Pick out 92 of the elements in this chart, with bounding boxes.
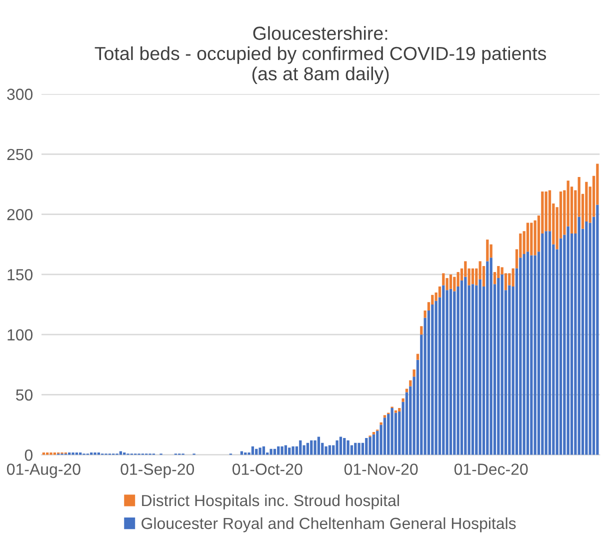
bar xyxy=(416,354,420,360)
bar xyxy=(526,222,530,252)
y-tick-label: 300 xyxy=(7,88,33,100)
y-tick-label: 250 xyxy=(7,148,33,160)
bar xyxy=(519,258,522,455)
bar xyxy=(270,448,272,455)
bar xyxy=(299,440,302,455)
legend-label: Gloucester Royal and Cheltenham General Hospitals xyxy=(142,517,516,532)
bar xyxy=(50,452,52,455)
bar xyxy=(486,261,489,455)
bar xyxy=(471,268,474,284)
bar xyxy=(336,440,338,455)
bar xyxy=(354,442,357,455)
y-tick-label: 0 xyxy=(24,449,33,461)
bar xyxy=(431,304,434,455)
bar xyxy=(328,445,332,455)
bar xyxy=(288,448,291,455)
bar xyxy=(424,310,426,318)
bar xyxy=(240,451,244,455)
bar xyxy=(534,255,536,455)
y-tick-label: 50 xyxy=(16,389,33,401)
bar xyxy=(420,326,423,335)
bar xyxy=(585,222,588,455)
bar xyxy=(512,268,514,286)
bar xyxy=(358,442,360,455)
bar xyxy=(522,254,526,455)
legend-label: District Hospitals inc. Stroud hospital xyxy=(142,494,399,510)
bar xyxy=(530,222,533,256)
bar xyxy=(343,438,346,455)
bar xyxy=(464,276,467,455)
bar xyxy=(368,436,372,455)
bar xyxy=(292,446,294,455)
bar xyxy=(490,258,492,455)
y-tick-label: 150 xyxy=(8,269,33,280)
bar xyxy=(380,422,382,425)
bar xyxy=(478,279,482,455)
bar xyxy=(548,231,552,455)
bar xyxy=(383,418,386,455)
bar xyxy=(390,408,394,455)
bar xyxy=(402,398,404,402)
bar xyxy=(314,440,316,455)
bar xyxy=(559,238,562,455)
bar xyxy=(442,285,445,455)
bar xyxy=(409,380,412,386)
bar xyxy=(394,410,398,413)
bar xyxy=(339,436,342,455)
bar xyxy=(596,204,599,455)
bar xyxy=(72,452,74,455)
x-tick-label: 01-Dec-20 xyxy=(454,464,528,475)
bar xyxy=(119,451,122,455)
x-tick-label: 01-Oct-20 xyxy=(232,464,302,475)
bar xyxy=(94,452,96,455)
bar xyxy=(578,216,580,455)
bar xyxy=(508,285,511,455)
bar xyxy=(284,445,288,455)
bar xyxy=(497,278,500,455)
bar xyxy=(324,446,328,455)
x-tick-label: 01-Aug-20 xyxy=(7,464,80,478)
y-tick-label: 200 xyxy=(7,208,33,220)
bar xyxy=(405,388,408,392)
bar xyxy=(500,274,504,455)
bar xyxy=(449,274,452,289)
bar xyxy=(372,434,376,455)
bar xyxy=(310,440,313,455)
bar xyxy=(365,438,368,455)
bar xyxy=(306,442,310,455)
bar xyxy=(262,446,266,455)
bar xyxy=(471,284,474,455)
bar xyxy=(449,288,452,455)
bar xyxy=(566,226,570,455)
bar xyxy=(486,240,489,262)
bar xyxy=(398,408,401,412)
bar xyxy=(346,440,350,455)
bar xyxy=(412,369,416,377)
y-tick-label: 100 xyxy=(8,329,33,341)
bar xyxy=(460,280,464,455)
bar xyxy=(317,436,320,455)
bar xyxy=(280,446,284,455)
x-tick-label: 01-Sep-20 xyxy=(120,464,194,478)
bar xyxy=(438,286,442,298)
bar xyxy=(434,300,438,455)
bar xyxy=(277,446,280,455)
x-tick-label: 01-Nov-20 xyxy=(344,464,418,475)
bar xyxy=(526,252,530,455)
bar xyxy=(541,234,544,455)
bar xyxy=(383,415,386,418)
bar xyxy=(530,255,533,455)
bar xyxy=(251,446,254,455)
chart-title: Gloucestershire: Total beds - occupied by confirmed COVID-19 patients (as at 8am daily) xyxy=(94,26,546,84)
bar xyxy=(544,191,548,232)
bar xyxy=(544,231,548,455)
bar xyxy=(258,448,262,455)
